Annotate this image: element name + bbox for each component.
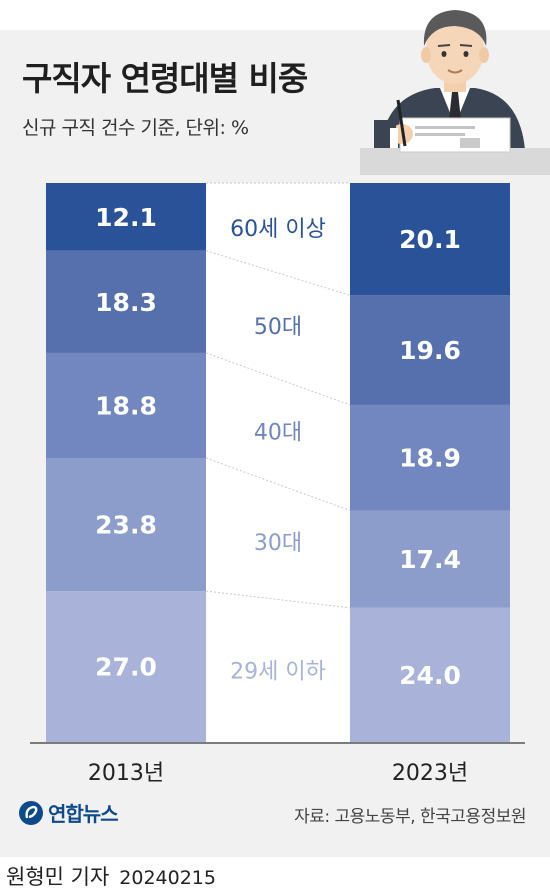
series-label: 29세 이하 [230,660,326,685]
bar-segment [350,183,510,296]
chart-subtitle: 신규 구직 건수 기준, 단위: % [22,117,249,139]
connector-line [205,250,351,296]
label-band [206,183,350,742]
series-label: 40대 [254,421,302,446]
chart-title: 구직자 연령대별 비중 [22,59,308,98]
bar-value-label: 18.8 [95,391,157,420]
connector-line [205,457,351,512]
byline-date: 20240215 [119,867,216,889]
bar-value-label: 19.6 [399,336,461,365]
bar-value-label: 12.1 [95,203,157,232]
bar-value-label: 27.0 [95,653,157,682]
series-label: 50대 [254,315,302,340]
bar-segment [350,404,510,511]
connector-line [205,352,351,406]
category-label: 2013년 [88,761,164,786]
office-worker-illustration [360,10,550,175]
series-label: 60세 이상 [230,217,326,242]
byline-author: 원형민 기자 [6,865,110,889]
bar-value-label: 17.4 [399,545,461,574]
yonhap-logo-icon [19,800,43,825]
bar-value-label: 24.0 [399,661,461,690]
bar-value-label: 20.1 [399,225,461,254]
logo-text: 연합뉴스 [48,802,119,826]
bar-segment [46,250,206,353]
bar-value-label: 18.3 [95,288,157,317]
bar-segment [350,510,510,608]
bar-segment [350,607,510,742]
bar-segment [46,591,206,742]
bar-segment [46,458,206,592]
connector-line [205,590,351,609]
bar-segment [350,295,510,405]
bar-segment [46,183,206,251]
bar-value-label: 18.9 [399,444,461,473]
bar-value-label: 23.8 [95,511,157,540]
source-note: 자료: 고용노동부, 한국고용정보원 [294,807,526,827]
byline: 원형민 기자 20240215 [6,861,216,891]
bar-segment [46,352,206,459]
category-label: 2023년 [392,761,468,786]
yonhap-logo: 연합뉴스 [18,798,119,827]
series-label: 30대 [254,531,302,556]
